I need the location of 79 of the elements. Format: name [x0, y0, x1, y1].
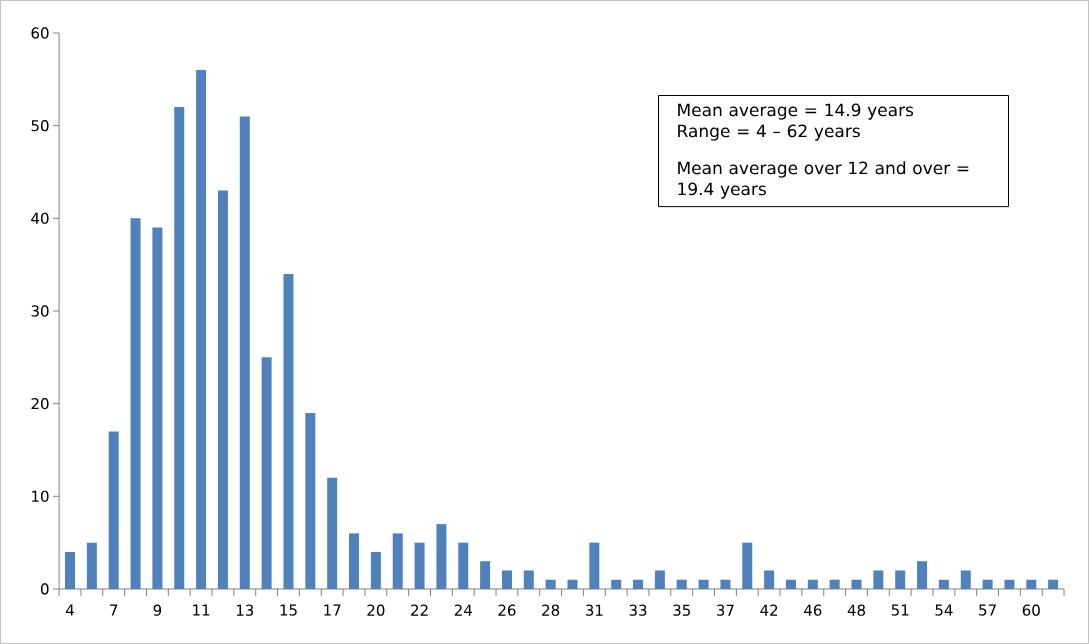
- bar: [807, 579, 818, 589]
- bar: [611, 579, 622, 589]
- x-tick-label: 42: [760, 604, 778, 616]
- y-tick-label: 30: [31, 305, 49, 317]
- bar: [174, 107, 185, 589]
- bar: [370, 551, 381, 589]
- bar: [589, 542, 600, 589]
- bar: [523, 570, 534, 589]
- annotation: Mean average over 12 and over = 19.4 years: [678, 161, 969, 199]
- x-tick-label: 7: [110, 604, 118, 616]
- bar: [960, 570, 971, 589]
- bar: [917, 561, 928, 589]
- x-tick-label: 26: [498, 604, 516, 616]
- y-tick-label: 10: [32, 490, 49, 502]
- bar: [349, 533, 360, 589]
- x-tick-label: 33: [629, 604, 647, 616]
- x-tick-label: 11: [193, 604, 210, 616]
- x-tick-label: 37: [717, 604, 734, 616]
- bar: [130, 218, 141, 589]
- bar: [698, 579, 709, 589]
- bar: [545, 579, 556, 589]
- bar: [392, 533, 403, 589]
- y-tick-label: 60: [31, 27, 49, 39]
- bar: [283, 273, 294, 589]
- x-tick-label: 35: [673, 604, 690, 616]
- bar: [1004, 579, 1015, 589]
- bar: [480, 561, 491, 589]
- x-tick-label: 51: [891, 604, 909, 616]
- x-tick-label: 28: [542, 604, 560, 616]
- x-tick-label: 9: [153, 604, 162, 616]
- annotation: Mean average = 14.9 years: [678, 103, 914, 120]
- bar: [327, 477, 338, 589]
- bar: [851, 579, 862, 589]
- bar: [86, 542, 97, 589]
- bar: [895, 570, 906, 589]
- bar: [785, 579, 796, 589]
- bar: [458, 542, 469, 589]
- annotation: Range = 4 – 62 years: [678, 124, 860, 141]
- x-tick-label: 54: [935, 604, 953, 616]
- bar: [152, 227, 163, 589]
- bar: [239, 116, 250, 589]
- x-tick-label: 24: [454, 604, 472, 616]
- x-tick-label: 22: [411, 604, 428, 616]
- bar: [1026, 579, 1037, 589]
- x-tick-label: 20: [367, 604, 385, 616]
- x-tick-label: 4: [65, 604, 74, 616]
- y-tick-label: 50: [31, 119, 49, 132]
- bar: [982, 579, 993, 589]
- bar: [261, 357, 272, 589]
- x-tick-label: 31: [585, 604, 603, 616]
- x-tick-label: 15: [280, 604, 297, 616]
- bar: [108, 431, 119, 589]
- bar: [938, 579, 949, 589]
- x-tick-label: 48: [847, 604, 866, 616]
- x-tick-label: 46: [804, 604, 822, 616]
- bar: [829, 579, 840, 589]
- y-tick-label: 20: [31, 397, 49, 410]
- bar: [501, 570, 512, 589]
- bar: [196, 70, 207, 589]
- bar: [436, 524, 447, 589]
- bar: [567, 579, 578, 589]
- bar: [764, 570, 775, 589]
- bar: [414, 542, 425, 589]
- x-tick-label: 60: [1022, 604, 1040, 616]
- bar: [654, 570, 665, 589]
- bar: [1048, 579, 1059, 589]
- y-tick-label: 0: [41, 583, 49, 595]
- bar: [720, 579, 731, 589]
- y-tick-label: 40: [31, 212, 49, 224]
- bar: [305, 412, 316, 589]
- bar: [633, 579, 644, 589]
- bar: [676, 579, 687, 589]
- bar: [217, 190, 228, 589]
- bar: [742, 542, 753, 589]
- x-tick-label: 13: [236, 604, 254, 616]
- x-tick-label: 57: [979, 604, 996, 616]
- bar: [873, 570, 884, 589]
- bar: [65, 551, 76, 589]
- x-tick-label: 17: [324, 604, 341, 616]
